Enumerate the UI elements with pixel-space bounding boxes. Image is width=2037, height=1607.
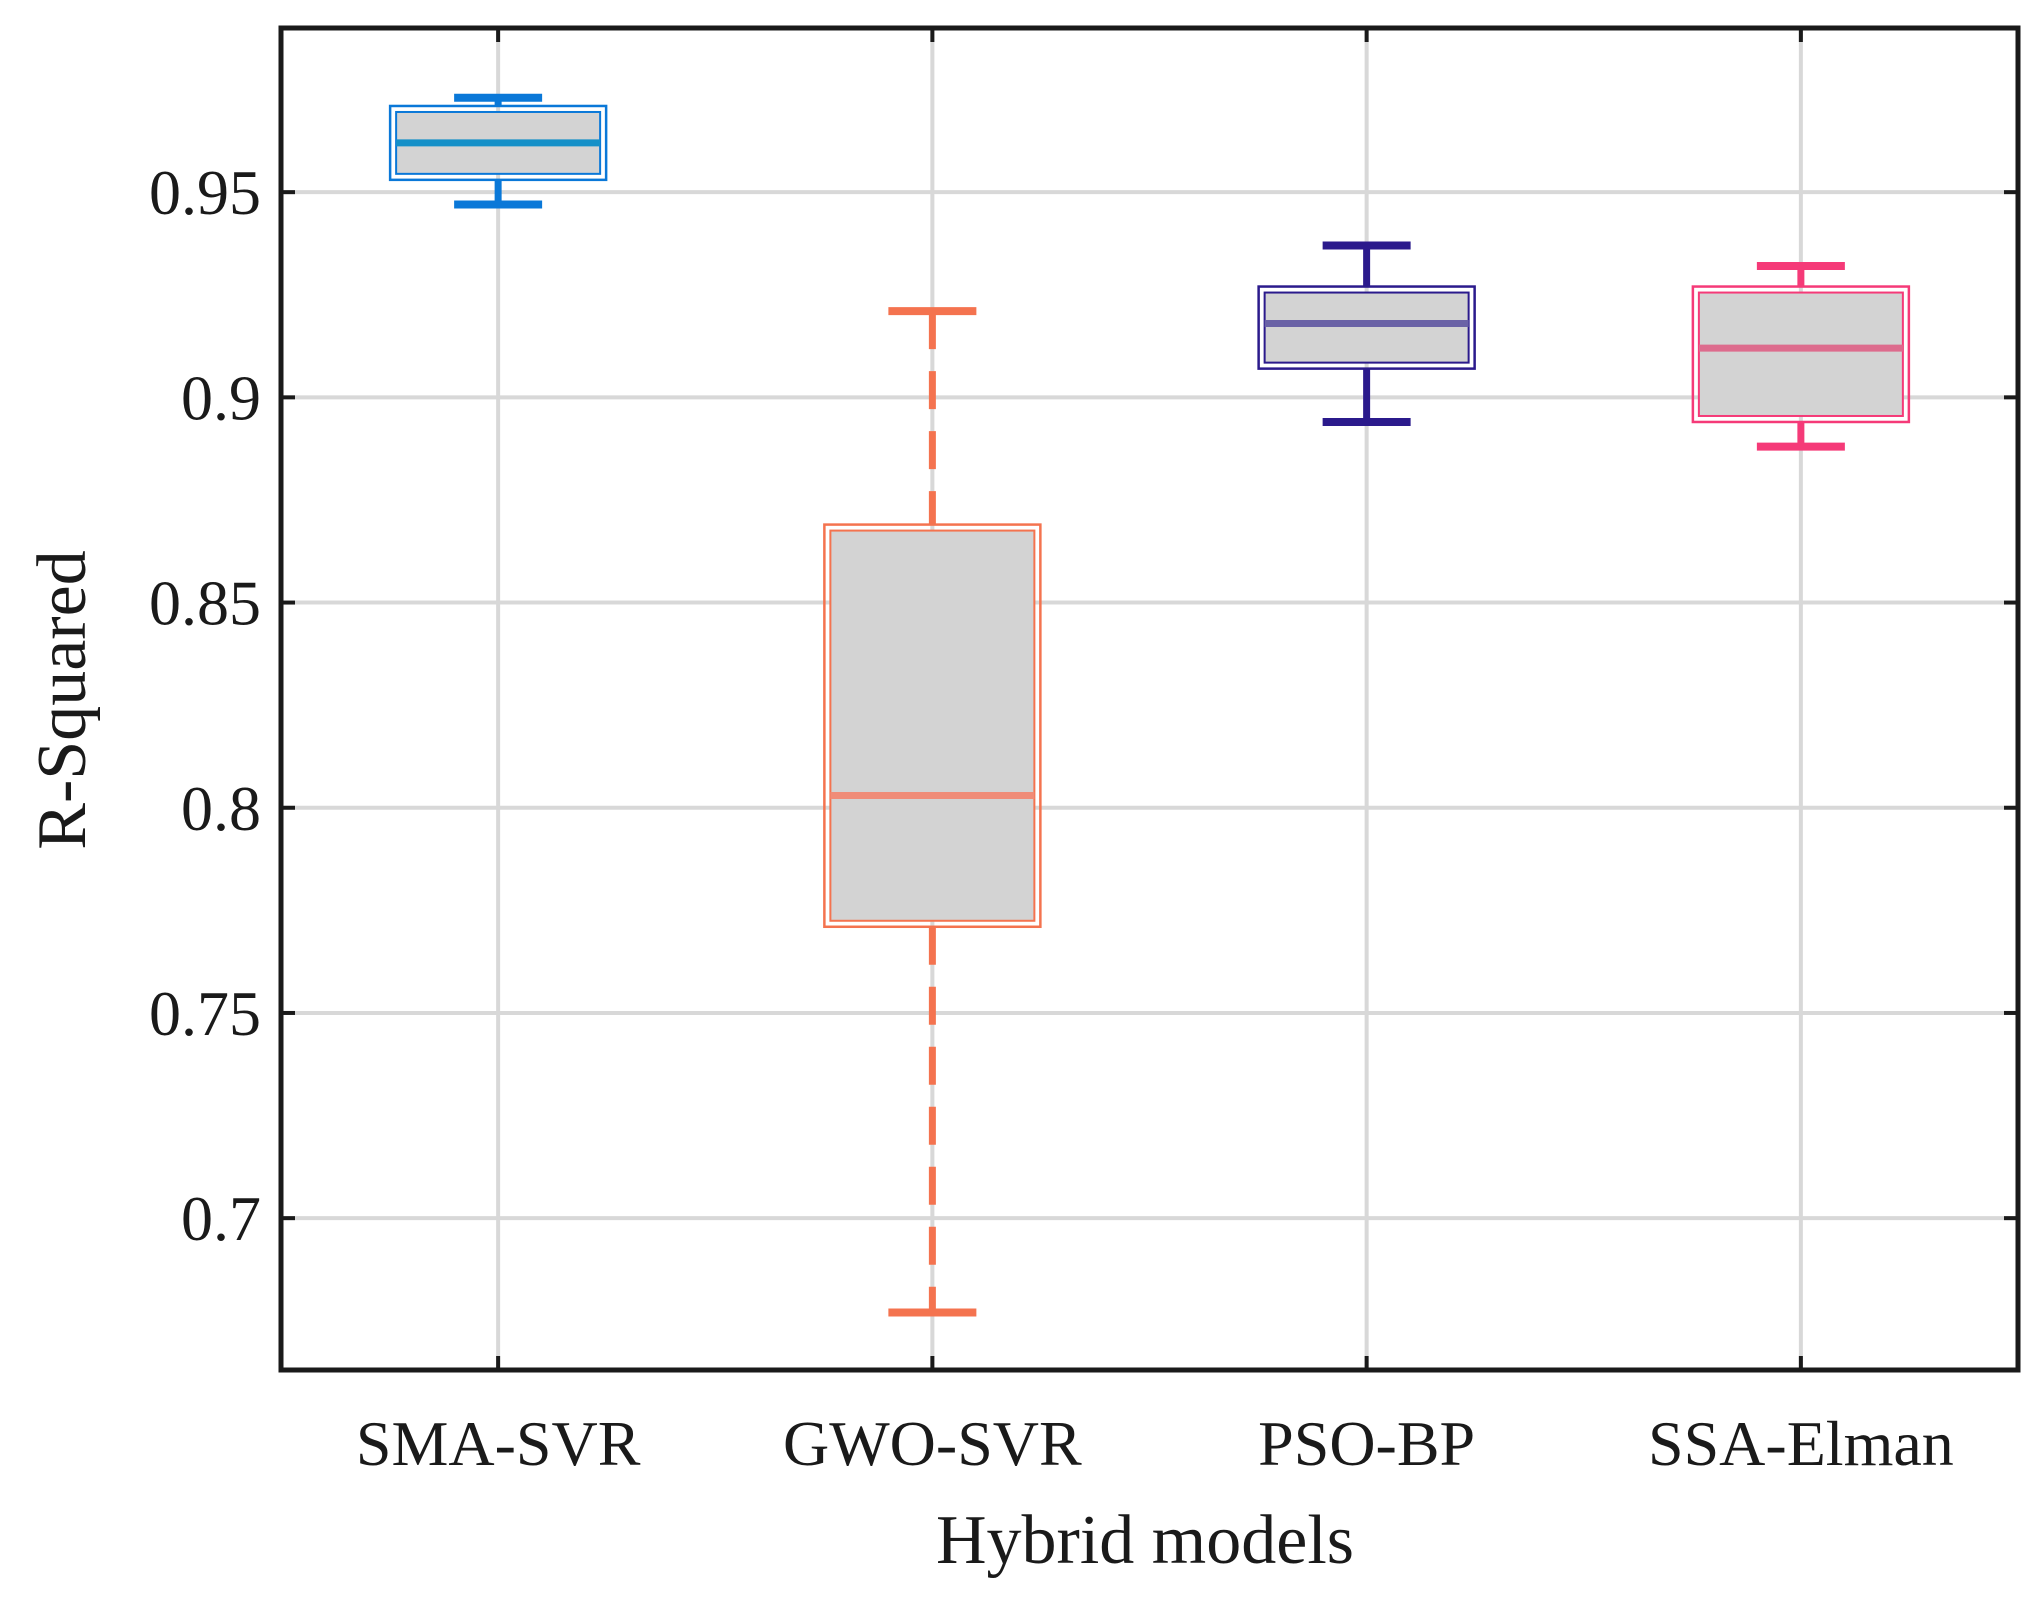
x-axis-title: Hybrid models: [936, 1502, 1354, 1579]
box-outline: [1691, 285, 1911, 424]
y-tick-label: 0.9: [181, 362, 261, 433]
boxes: [388, 93, 1911, 1317]
box-body: [1697, 291, 1904, 417]
y-axis-title: R-Squared: [24, 550, 101, 849]
y-tick-label: 0.95: [149, 157, 261, 228]
x-tick-label: SMA-SVR: [356, 1408, 641, 1479]
x-tick-label: SSA-Elman: [1648, 1408, 1954, 1479]
y-tick-label: 0.7: [181, 1183, 261, 1254]
box-body: [1263, 291, 1470, 364]
x-tick-label: PSO-BP: [1258, 1408, 1475, 1479]
box-outline: [388, 104, 608, 182]
box-outline: [1257, 285, 1476, 370]
y-tick-label: 0.75: [149, 978, 261, 1049]
x-tick-label: GWO-SVR: [783, 1408, 1082, 1479]
box-body: [829, 529, 1036, 922]
box-outline: [823, 523, 1042, 929]
axes-frame: [278, 25, 2021, 1373]
y-tick-labels: 0.7 0.75 0.8 0.85 0.9 0.95: [149, 157, 261, 1254]
y-tick-label: 0.8: [181, 773, 261, 844]
x-tick-labels: SMA-SVR GWO-SVR PSO-BP SSA-Elman: [356, 1408, 1954, 1479]
plot-frame: [278, 25, 2021, 1373]
y-tick-label: 0.85: [149, 568, 261, 639]
